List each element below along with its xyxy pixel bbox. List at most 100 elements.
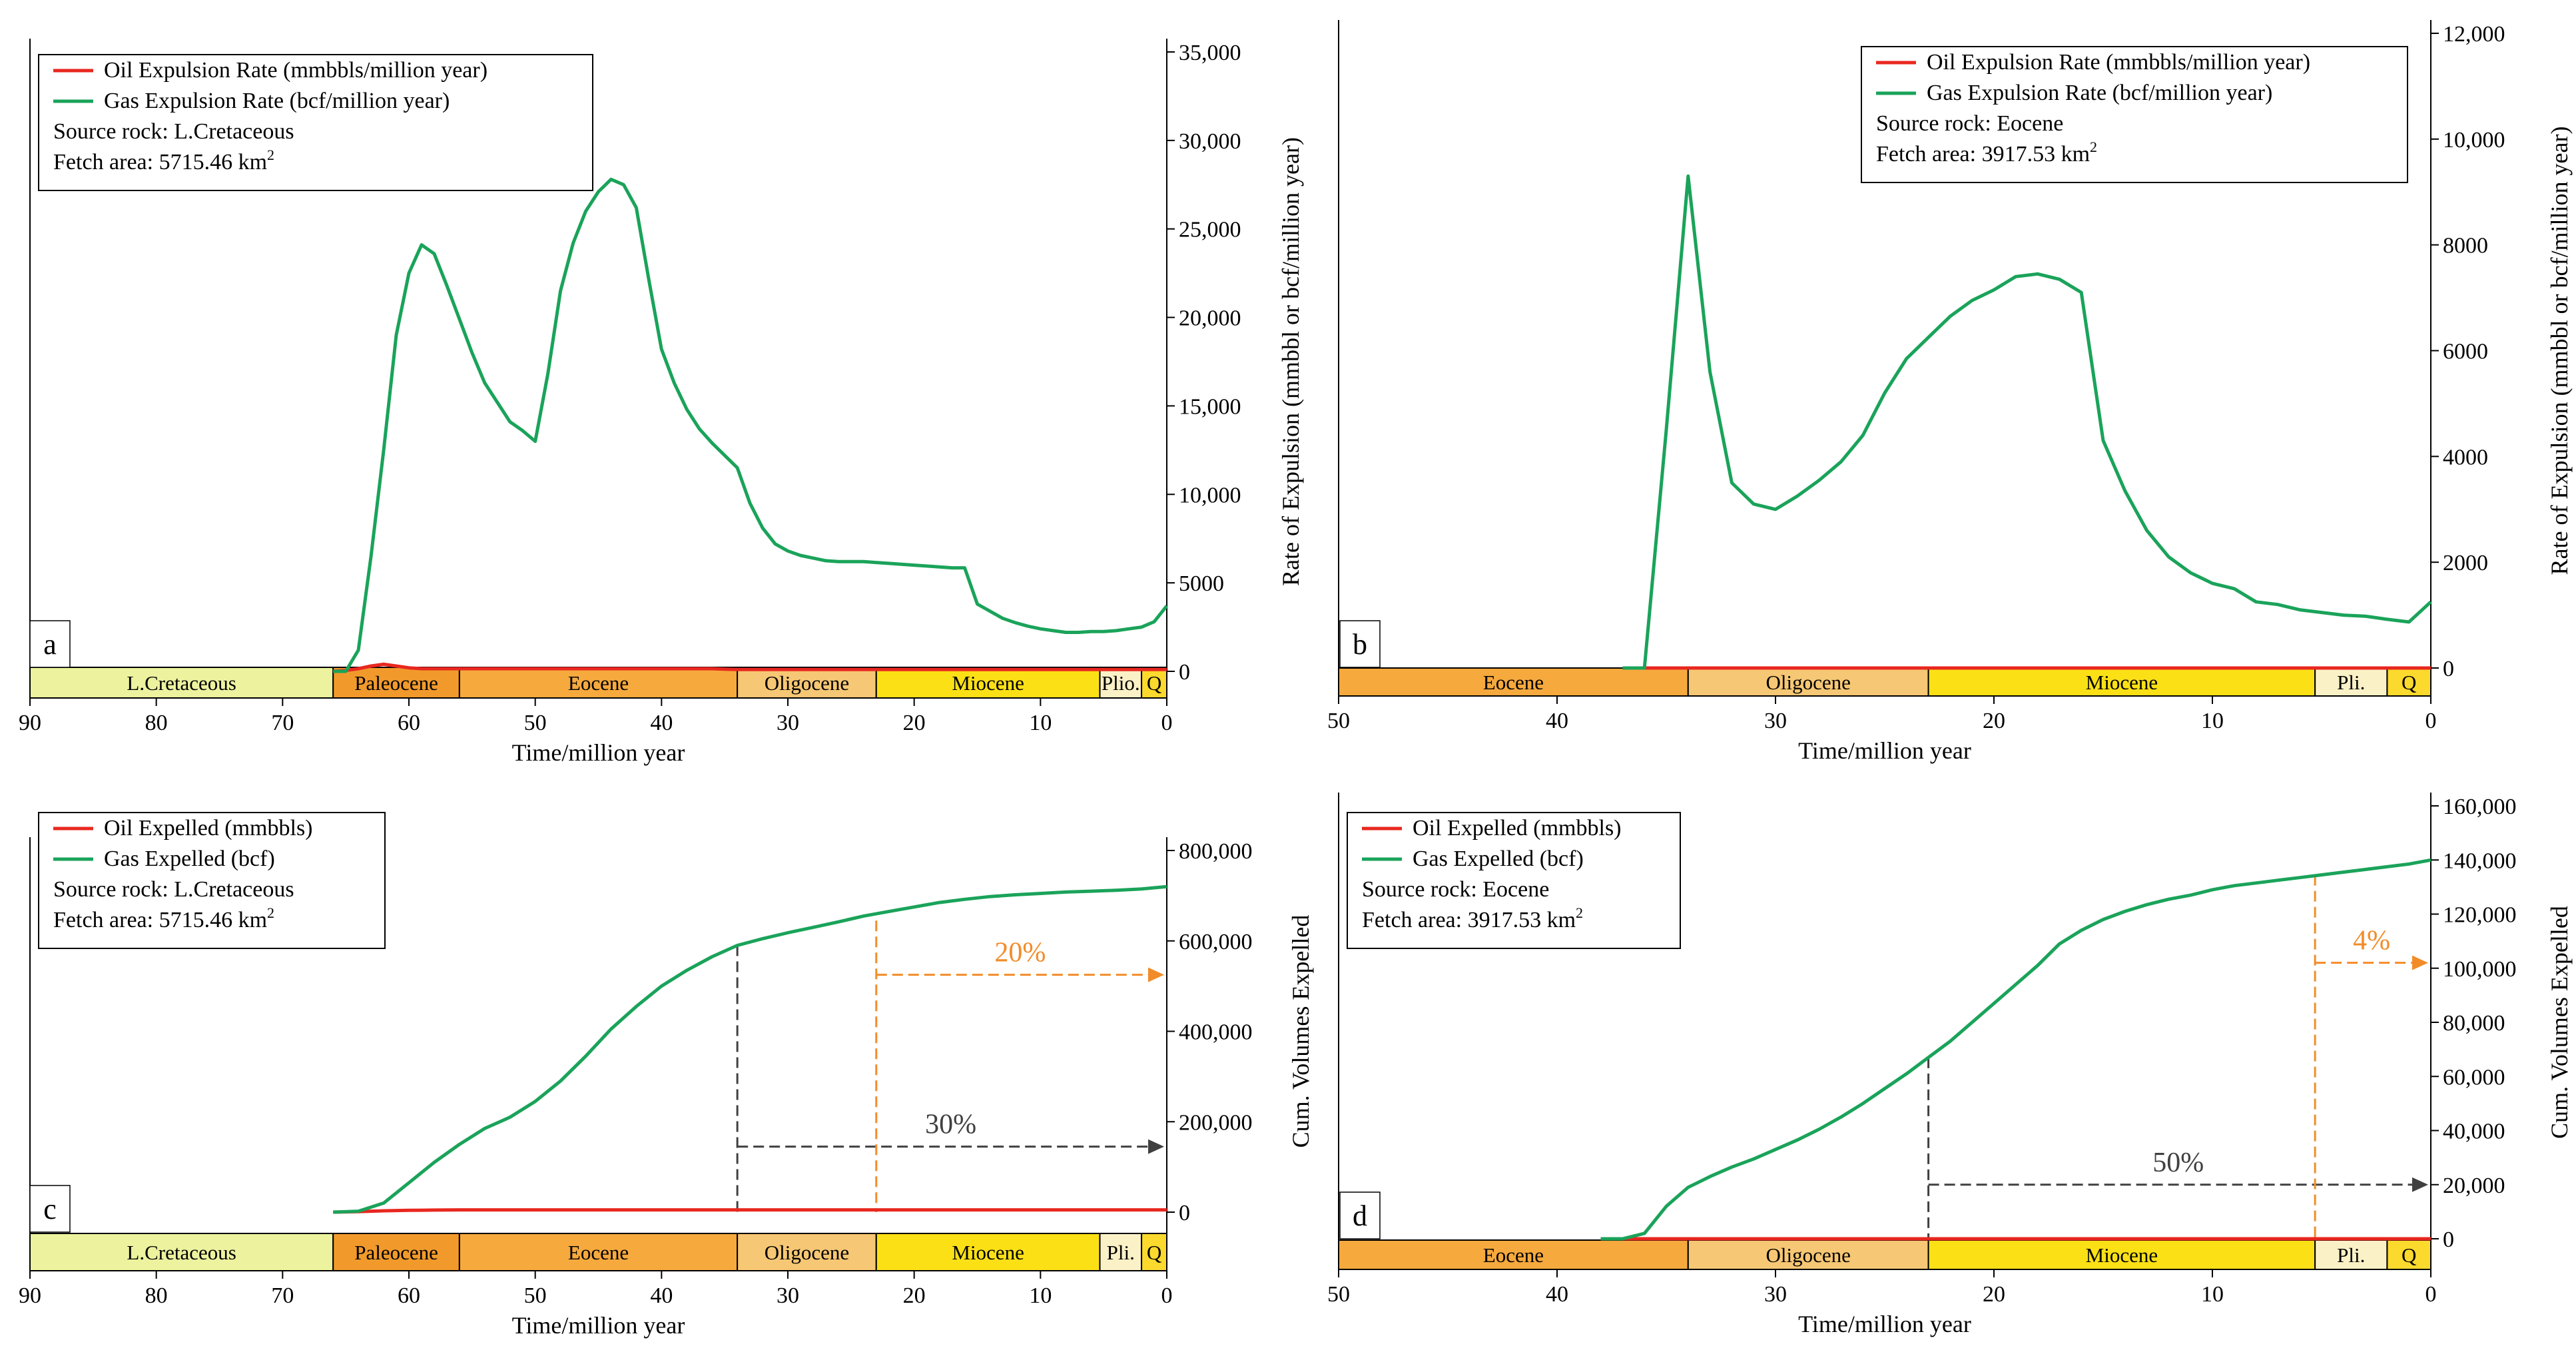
fetch-area-text: Fetch area: 3917.53 km — [1876, 142, 2090, 167]
fetch-area-sup: 2 — [1576, 904, 1583, 921]
y-axis-title: Cum. Volumes Expelled — [1287, 915, 1314, 1148]
x-tick-label: 40 — [650, 1283, 673, 1308]
x-axis-title: Time/million year — [512, 1312, 685, 1339]
y-tick-label: 800,000 — [1179, 839, 1253, 864]
legend: Oil Expulsion Rate (mmbbls/million year)… — [1861, 46, 2408, 183]
legend-fetch-area: Fetch area: 5715.46 km2 — [53, 147, 274, 174]
y-tick-label: 0 — [1179, 660, 1190, 685]
legend-box — [1347, 812, 1681, 949]
legend-source-rock: Source rock: Eocene — [1876, 111, 2063, 136]
series-line-gas — [1600, 858, 2431, 1241]
chart-panel-c: L.Cretaceous Paleocene Eocene Oligocene Mioc… — [19, 812, 1314, 1339]
era-eocene — [458, 1233, 739, 1271]
series-line-oil — [333, 662, 1167, 673]
x-axis-title: Time/million year — [512, 739, 685, 766]
annotation-arrowhead — [2412, 1177, 2428, 1192]
legend: Oil Expulsion Rate (mmbbls/million year)… — [38, 54, 593, 191]
x-tick-label: 10 — [2201, 1282, 2224, 1307]
legend-entry: Oil Expelled (mmbbls) — [1413, 816, 1622, 841]
fetch-area-text: Fetch area: 3917.53 km — [1362, 908, 1576, 932]
x-tick-label: 0 — [1161, 1283, 1173, 1308]
legend-entry: Gas Expelled (bcf) — [1413, 846, 1584, 871]
x-tick-label: 90 — [19, 711, 41, 735]
legend-entry: Gas Expulsion Rate (bcf/million year) — [104, 89, 450, 113]
x-tick-label: 60 — [398, 711, 420, 735]
panel-label: d — [1353, 1199, 1367, 1232]
era-label: Eocene — [1483, 1243, 1544, 1267]
fetch-area-text: Fetch area: 5715.46 km — [53, 908, 267, 932]
annotation-label: 4% — [2353, 926, 2390, 956]
x-axis-title: Time/million year — [1798, 737, 1971, 764]
era-label: Eocene — [568, 1241, 629, 1264]
legend-box — [1861, 46, 2408, 183]
x-tick-label: 30 — [777, 711, 799, 735]
era-oligocene — [1687, 667, 1929, 697]
legend-fetch-area: Fetch area: 5715.46 km2 — [53, 904, 274, 932]
legend: Oil Expelled (mmbbls) Gas Expelled (bcf) S… — [38, 812, 386, 949]
y-axis-title: Rate of Expulsion (mmbbl or bcf/million … — [1277, 137, 1304, 586]
era-label: Oligocene — [1766, 1243, 1851, 1267]
series-line-gas — [1622, 174, 2432, 670]
era-label: Miocene — [952, 671, 1024, 695]
x-tick-label: 30 — [777, 1283, 799, 1308]
chart-panel-a: L.Cretaceous Paleocene Eocene Oligocene Mioc… — [19, 39, 1304, 766]
legend-entry: Gas Expelled (bcf) — [104, 846, 275, 871]
panel-label-box — [29, 1185, 71, 1233]
y-tick-label: 100,000 — [2443, 957, 2517, 982]
legend: Oil Expelled (mmbbls) Gas Expelled (bcf) S… — [1347, 812, 1681, 949]
y-tick-label: 0 — [1179, 1201, 1190, 1225]
fetch-area-text: Fetch area: 5715.46 km — [53, 150, 267, 174]
series-line-gas — [333, 177, 1168, 673]
y-tick-label: 15,000 — [1179, 394, 1241, 419]
x-tick-label: 50 — [1327, 709, 1350, 733]
series-line-oil — [333, 1208, 1167, 1214]
panel-label: a — [43, 628, 57, 661]
era-miocene — [1927, 667, 2316, 697]
legend-source-rock: Source rock: Eocene — [1362, 877, 1549, 902]
panel-label: b — [1353, 628, 1367, 661]
era-label: Oligocene — [1766, 671, 1851, 694]
x-tick-label: 70 — [271, 711, 294, 735]
era-paleocene — [332, 1233, 460, 1271]
x-tick-label: 50 — [524, 1283, 547, 1308]
y-tick-label: 35,000 — [1179, 41, 1241, 65]
x-tick-label: 30 — [1764, 709, 1787, 733]
x-tick-label: 20 — [903, 711, 926, 735]
panel-label-box — [29, 620, 71, 668]
legend-source-rock: Source rock: L.Cretaceous — [53, 877, 294, 902]
era-label: Q — [2402, 1243, 2416, 1267]
y-tick-label: 8000 — [2443, 234, 2488, 258]
x-tick-label: 50 — [1327, 1282, 1350, 1307]
annotation-label: 30% — [925, 1110, 976, 1140]
x-tick-label: 80 — [145, 711, 168, 735]
fetch-area-sup: 2 — [2090, 139, 2097, 155]
x-tick-label: 40 — [1546, 709, 1568, 733]
annotation-label: 20% — [994, 938, 1046, 968]
era-q — [2386, 667, 2431, 697]
legend-box — [38, 812, 386, 949]
era-plio — [1099, 667, 1143, 699]
panel-label-box — [1339, 1191, 1381, 1239]
annotation-arrowhead — [1148, 1139, 1164, 1154]
y-tick-label: 200,000 — [1179, 1110, 1253, 1135]
era-label: Paleocene — [354, 1241, 438, 1264]
y-tick-label: 4000 — [2443, 445, 2488, 470]
fetch-area-sup: 2 — [267, 147, 274, 163]
x-tick-label: 20 — [1983, 1282, 2005, 1307]
x-tick-label: 20 — [1983, 709, 2005, 733]
y-axis-title: Cum. Volumes Expelled — [2546, 906, 2573, 1139]
era-label: L.Cretaceous — [127, 1241, 236, 1264]
y-axis-title: Rate of Expulsion (mmbbl or bcf/million … — [2546, 127, 2573, 575]
y-tick-label: 120,000 — [2443, 903, 2517, 928]
era-label: Eocene — [568, 671, 629, 695]
x-tick-label: 10 — [1029, 1283, 1052, 1308]
legend-fetch-area: Fetch area: 3917.53 km2 — [1876, 139, 2097, 167]
x-tick-label: 70 — [271, 1283, 294, 1308]
x-tick-label: 10 — [1029, 711, 1052, 735]
era-label: Q — [2402, 671, 2416, 694]
era-q — [1141, 667, 1167, 699]
y-tick-label: 30,000 — [1179, 129, 1241, 154]
legend-entry: Oil Expulsion Rate (mmbbls/million year) — [104, 58, 487, 83]
annotation-label: 50% — [2152, 1148, 2204, 1178]
